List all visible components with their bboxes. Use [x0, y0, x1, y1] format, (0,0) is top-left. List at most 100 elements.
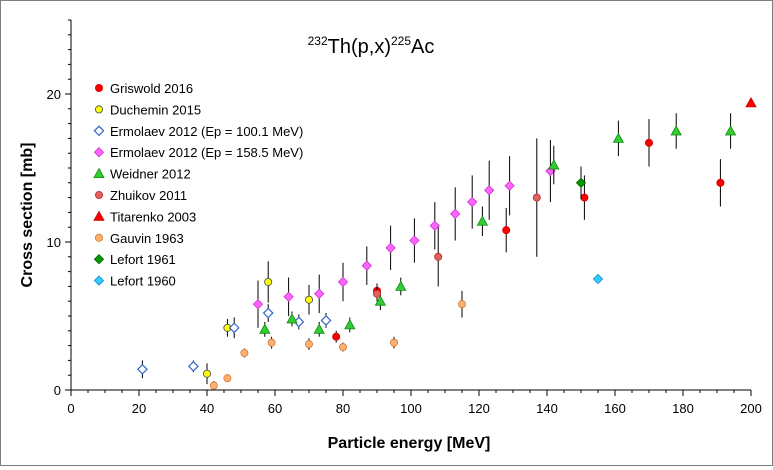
- data-point: [304, 295, 313, 304]
- legend-marker: [95, 190, 104, 199]
- chart-title: 232Th(p,x)225Ac: [308, 34, 435, 58]
- data-point: [745, 97, 757, 108]
- data-point: [267, 338, 276, 347]
- data-point: [209, 381, 218, 390]
- x-tick-label: 40: [200, 401, 214, 416]
- x-tick-label: 20: [132, 401, 146, 416]
- data-point: [337, 276, 349, 288]
- axes: 0 20 40 60 80 100 120 140 160 180 200 0 10 20: [47, 19, 762, 416]
- data-point: [476, 215, 489, 226]
- series-group: [332, 119, 725, 343]
- data-point: [283, 291, 294, 302]
- data-point: [450, 208, 461, 220]
- legend-label: Griswold 2016: [110, 81, 193, 96]
- legend-label: Ermolaev 2012 (Ep = 158.5 MeV): [110, 145, 303, 160]
- legend-marker: [93, 125, 105, 137]
- title-main: Th(p,x): [328, 36, 391, 58]
- x-axis-label: Particle energy [MeV]: [328, 435, 491, 452]
- legend-label: Lefort 1961: [110, 252, 176, 267]
- data-point: [314, 288, 325, 299]
- series-group: [592, 273, 604, 285]
- data-point: [389, 338, 398, 347]
- x-tick-label: 120: [468, 401, 490, 416]
- legend-item: Weidner 2012: [93, 167, 191, 182]
- legend-label: Gauvin 1963: [110, 231, 184, 246]
- data-point: [374, 295, 387, 306]
- legend-item: Ermolaev 2012 (Ep = 100.1 MeV): [93, 124, 303, 139]
- legend-label: Lefort 1960: [110, 274, 176, 289]
- legend-marker: [95, 84, 104, 93]
- data-point: [395, 280, 407, 291]
- series-group: [136, 304, 332, 379]
- series-group: [575, 166, 587, 200]
- legend-marker: [95, 105, 104, 114]
- series-group: [372, 138, 541, 302]
- legend-item: Gauvin 1963: [95, 231, 184, 246]
- data-point: [548, 159, 560, 170]
- data-point: [320, 314, 332, 326]
- legend-item: Zhuikov 2011: [95, 188, 187, 203]
- legend-marker: [95, 233, 104, 242]
- data-point: [223, 374, 232, 383]
- title-prefix-superscript: 232: [308, 34, 328, 48]
- legend-item: Griswold 2016: [95, 81, 193, 96]
- data-point: [361, 260, 372, 271]
- legend-label: Zhuikov 2011: [110, 188, 187, 203]
- x-tick-label: 180: [672, 401, 694, 416]
- data-point: [409, 235, 420, 246]
- data-point: [532, 193, 541, 202]
- data-point: [259, 323, 271, 334]
- x-tick-label: 0: [67, 401, 74, 416]
- data-point: [262, 307, 274, 319]
- legend: Griswold 2016 Duchemin 2015 Ermolaev 2012 …: [93, 81, 303, 289]
- legend-marker: [93, 147, 105, 158]
- legend-label: Weidner 2012: [110, 167, 191, 182]
- legend-item: Lefort 1961: [93, 252, 176, 267]
- data-point: [504, 180, 515, 191]
- series-group: [252, 139, 556, 328]
- data-point: [592, 273, 604, 285]
- data-point: [645, 138, 654, 147]
- data-point: [136, 363, 148, 375]
- data-point: [187, 360, 199, 372]
- data-point: [313, 323, 325, 334]
- title-mid-superscript: 225: [391, 34, 411, 48]
- legend-marker: [93, 210, 105, 221]
- legend-label: Ermolaev 2012 (Ep = 100.1 MeV): [110, 124, 303, 139]
- data-point: [716, 178, 725, 187]
- y-tick-label: 20: [47, 87, 61, 102]
- data-point: [484, 185, 495, 196]
- data-point: [575, 177, 587, 188]
- data-point: [240, 348, 249, 357]
- legend-marker: [93, 275, 105, 286]
- series-group: [745, 97, 757, 108]
- x-tick-label: 80: [336, 401, 350, 416]
- x-tick-label: 160: [604, 401, 626, 416]
- data-point: [724, 125, 737, 136]
- data-point: [467, 196, 478, 208]
- legend-marker: [93, 167, 105, 179]
- data-point: [228, 322, 240, 334]
- data-point: [434, 252, 443, 261]
- legend-item: Lefort 1960: [93, 274, 176, 289]
- data-point: [457, 300, 466, 309]
- y-axis-label: Cross section [mb]: [19, 143, 36, 288]
- data-point: [304, 340, 313, 349]
- data-point: [670, 125, 682, 136]
- series-group: [202, 261, 313, 385]
- series-group: [209, 290, 466, 390]
- data-point: [332, 332, 341, 341]
- data-points: [136, 97, 757, 390]
- data-point: [429, 220, 440, 231]
- legend-item: Duchemin 2015: [95, 102, 201, 117]
- x-tick-label: 60: [268, 401, 282, 416]
- legend-item: Titarenko 2003: [93, 209, 196, 224]
- data-point: [502, 226, 511, 235]
- data-point: [202, 369, 211, 378]
- data-point: [286, 313, 298, 324]
- y-tick-label: 0: [54, 383, 61, 398]
- data-point: [385, 242, 396, 254]
- data-point: [580, 193, 589, 202]
